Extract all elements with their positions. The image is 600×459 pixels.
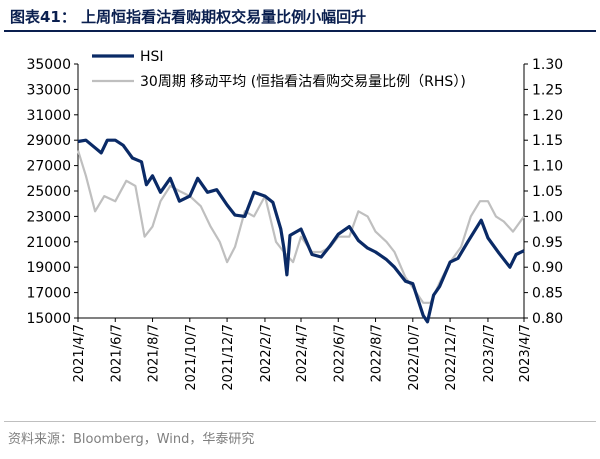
legend-ratio-label: 30周期 移动平均 (恒指看沽看购交易量比例（RHS）) <box>140 73 466 90</box>
x-tick-label: 2021/8/7 <box>147 324 162 382</box>
source-note: 资料来源：Bloomberg，Wind，华泰研究 <box>8 432 255 447</box>
left-tick-label: 29000 <box>26 133 71 149</box>
x-tick-label: 2021/4/7 <box>72 324 87 382</box>
left-tick-label: 25000 <box>26 184 71 200</box>
footer-divider <box>4 421 596 422</box>
right-tick-label: 0.80 <box>532 311 563 327</box>
x-tick-label: 2023/4/7 <box>518 324 533 382</box>
left-tick-label: 19000 <box>26 260 71 276</box>
right-tick-label: 1.10 <box>532 159 563 175</box>
x-tick-label: 2023/2/7 <box>482 324 497 382</box>
left-tick-label: 23000 <box>26 209 71 225</box>
right-tick-label: 1.00 <box>532 209 563 225</box>
chart-area: 15000 17000 19000 21000 23000 25000 27000 29000… <box>26 49 563 391</box>
left-tick-label: 21000 <box>26 235 71 251</box>
left-tick-label: 31000 <box>26 108 71 124</box>
x-tick-label: 2022/2/7 <box>259 324 274 382</box>
left-tick-label: 17000 <box>26 286 71 302</box>
legend-hsi-label: HSI <box>140 49 164 65</box>
chart-title-bar: 图表41： 上周恒指看沽看购期权交易量比例小幅回升 <box>4 3 596 27</box>
left-tick-label: 35000 <box>26 57 71 73</box>
right-tick-label: 1.05 <box>532 184 563 200</box>
right-tick-label: 1.15 <box>532 133 563 149</box>
right-tick-label: 0.90 <box>532 260 563 276</box>
right-tick-label: 1.30 <box>532 57 563 73</box>
left-tick-label: 33000 <box>26 82 71 98</box>
x-tick-label: 2021/12/7 <box>221 324 236 391</box>
chart-title: 图表41： 上周恒指看沽看购期权交易量比例小幅回升 <box>10 8 367 26</box>
x-tick-label: 2022/4/7 <box>295 324 310 382</box>
right-tick-label: 0.95 <box>532 235 563 251</box>
x-tick-label: 2022/10/7 <box>407 324 422 391</box>
left-tick-label: 27000 <box>26 159 71 175</box>
left-tick-label: 15000 <box>26 311 71 327</box>
x-tick-label: 2021/10/7 <box>184 324 199 391</box>
x-tick-label: 2022/6/7 <box>332 324 347 382</box>
x-tick-label: 2021/6/7 <box>109 324 124 382</box>
x-tick-label: 2022/12/7 <box>444 324 459 391</box>
right-tick-label: 1.25 <box>532 82 563 98</box>
title-divider <box>4 30 596 32</box>
x-tick-label: 2022/8/7 <box>370 324 385 382</box>
right-tick-label: 0.85 <box>532 286 563 302</box>
right-tick-label: 1.20 <box>532 108 563 124</box>
hsi-series-line <box>77 138 525 324</box>
